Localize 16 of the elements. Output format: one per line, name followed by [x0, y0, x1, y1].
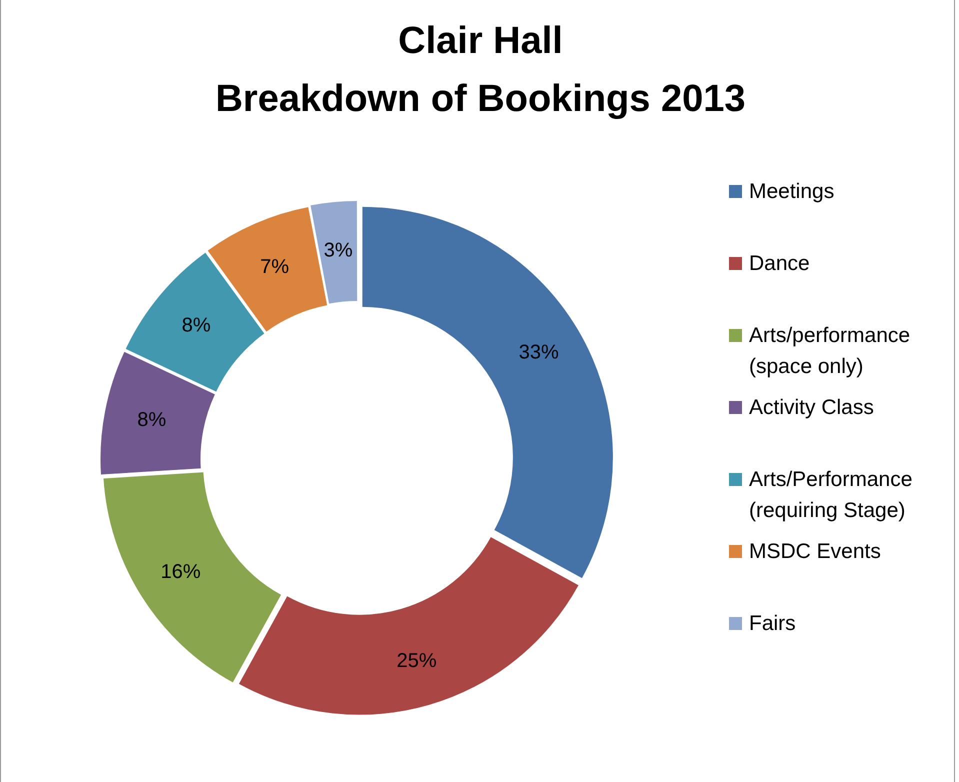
- data-label: 25%: [396, 650, 437, 672]
- legend-label: Meetings: [749, 179, 834, 205]
- data-label: 33%: [518, 342, 559, 364]
- legend-label: Fairs: [749, 611, 796, 637]
- data-label: 3%: [324, 239, 353, 262]
- legend-label: Activity Class: [749, 395, 874, 421]
- legend-label: MSDC Events: [749, 539, 881, 565]
- legend-label: Arts/Performance (requiring Stage): [749, 467, 914, 524]
- chart-subtitle: Breakdown of Bookings 2013: [214, 78, 746, 121]
- data-label: 8%: [137, 409, 166, 432]
- legend-label: Dance: [749, 251, 810, 277]
- data-label: 16%: [160, 561, 201, 584]
- legend-label: Arts/performance (space only): [749, 323, 912, 380]
- data-label: 8%: [182, 314, 211, 337]
- chart-title: Clair Hall: [397, 20, 564, 63]
- data-label: 7%: [260, 256, 290, 278]
